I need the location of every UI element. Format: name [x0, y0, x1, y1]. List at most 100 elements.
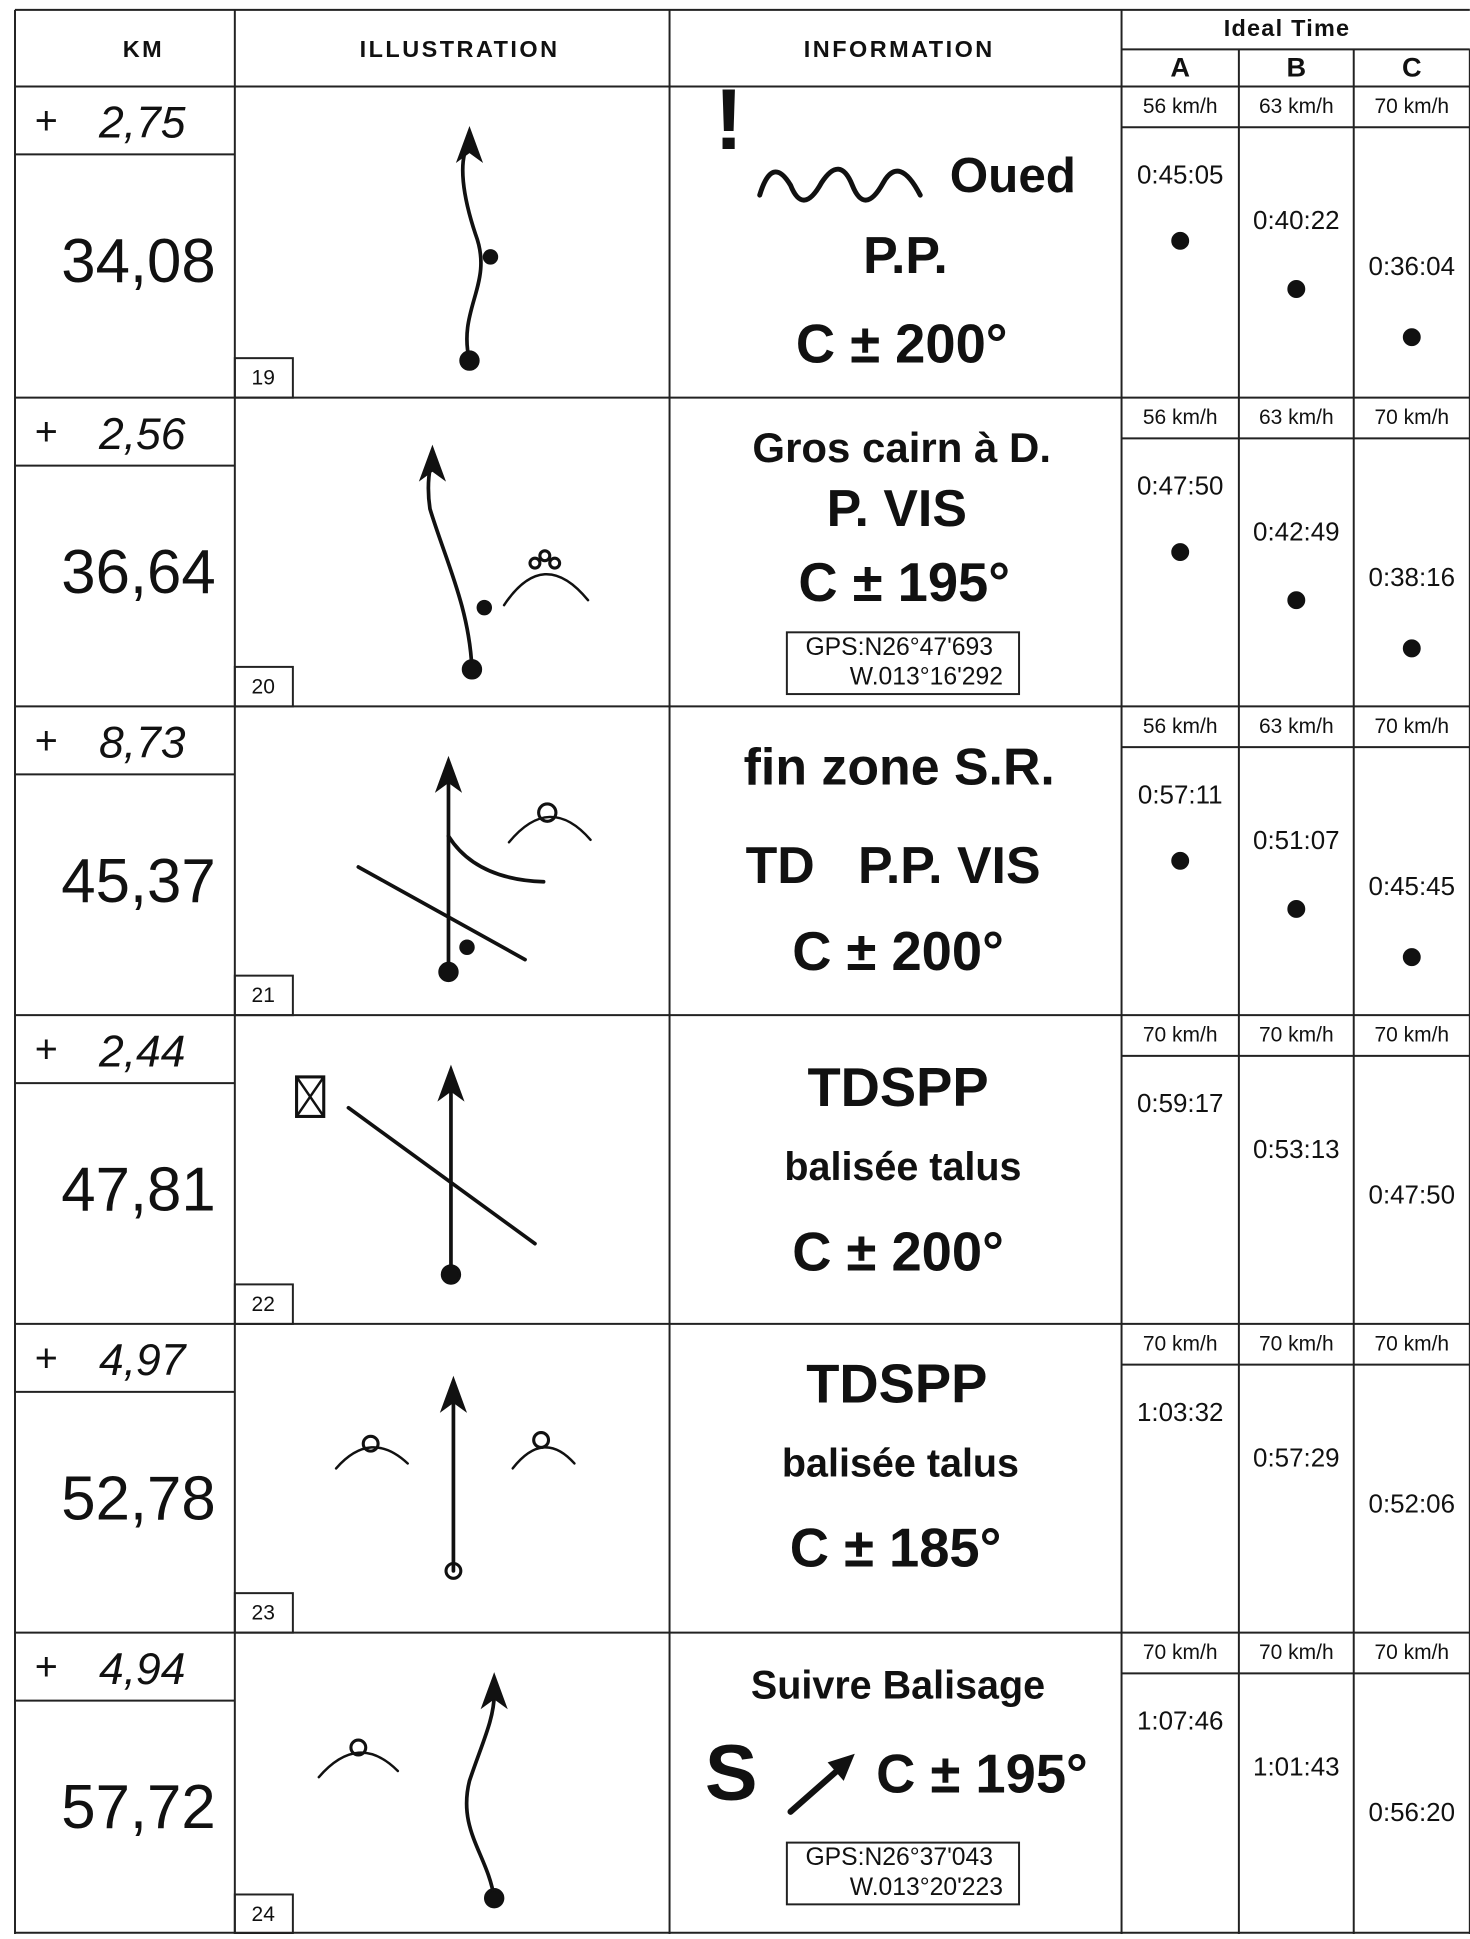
sketch-dot [1289, 282, 1304, 297]
ideal-time: 0:57:11 [1138, 781, 1223, 809]
info-line: Gros cairn à D. [752, 424, 1051, 471]
sketch-dot [1404, 330, 1419, 345]
speed: 70 km/h [1374, 1024, 1449, 1047]
plus: + [35, 99, 58, 143]
header-column: B [1286, 51, 1306, 82]
box-number: 21 [252, 984, 275, 1007]
plus: + [35, 1336, 58, 1380]
info-line: P.P. [863, 226, 948, 284]
sketch-dot [463, 661, 480, 678]
header-column: C [1402, 51, 1422, 82]
ideal-time: 1:07:46 [1137, 1708, 1224, 1736]
sketch [513, 1447, 575, 1468]
sketch [448, 836, 543, 882]
ideal-time: 0:45:45 [1369, 873, 1456, 901]
ideal-time: 0:40:22 [1253, 207, 1340, 235]
info-line: C ± 200° [796, 314, 1008, 375]
sketch-dot [1173, 853, 1188, 868]
partial-distance: 4,94 [99, 1645, 185, 1694]
sketch-dot [461, 352, 478, 369]
speed: 56 km/h [1143, 406, 1218, 429]
ideal-time: 0:51:07 [1253, 827, 1340, 855]
total-distance: 36,64 [61, 538, 216, 607]
header-ideal-time: Ideal Time [1224, 15, 1351, 41]
info-line: balisée talus [784, 1145, 1021, 1189]
sketch [297, 1077, 324, 1117]
sketch [467, 1694, 495, 1898]
total-distance: 57,72 [61, 1773, 216, 1842]
partial-distance: 2,56 [98, 410, 186, 459]
arrow-head [419, 445, 446, 482]
box-number: 20 [252, 675, 275, 698]
ideal-time: 0:52:06 [1369, 1490, 1456, 1518]
sketch-dot [534, 1433, 549, 1448]
header-information: INFORMATION [804, 36, 995, 62]
gps-line: GPS:N26°47'693 [805, 634, 993, 661]
sketch-dot [486, 1890, 503, 1907]
speed: 70 km/h [1259, 1641, 1334, 1664]
speed: 70 km/h [1374, 715, 1449, 738]
roadbook: KMILLUSTRATIONINFORMATIONIdeal TimeABC+2… [0, 0, 1470, 1934]
total-distance: 45,37 [61, 847, 216, 916]
sketch-dot [1404, 641, 1419, 656]
sketch [428, 459, 472, 669]
header-illustration: ILLUSTRATION [360, 36, 560, 62]
box-number: 23 [252, 1602, 275, 1625]
plus: + [35, 1645, 58, 1689]
ideal-time: 0:47:50 [1369, 1182, 1456, 1210]
sketch [760, 169, 921, 200]
info-line: C ± 200° [792, 921, 1004, 982]
info-line: Oued [950, 148, 1076, 203]
speed: 56 km/h [1143, 715, 1218, 738]
speed: 56 km/h [1143, 95, 1218, 118]
gps-line: GPS:N26°37'043 [805, 1844, 993, 1871]
partial-distance: 4,97 [99, 1336, 188, 1385]
sketch-dot [1404, 950, 1419, 965]
ideal-time: 0:56:20 [1369, 1799, 1456, 1827]
sketch-dot [440, 963, 457, 980]
ideal-time: 0:45:05 [1137, 161, 1224, 189]
info-line: C ± 195° [798, 552, 1010, 613]
sketch-dot [1173, 545, 1188, 560]
speed: 70 km/h [1259, 1024, 1334, 1047]
info-line: C ± 195° [876, 1744, 1088, 1805]
speed: 70 km/h [1374, 1332, 1449, 1355]
speed: 70 km/h [1143, 1332, 1218, 1355]
sketch-dot [363, 1436, 378, 1451]
speed: 63 km/h [1259, 406, 1334, 429]
row: +2,5636,6420Gros cairn à D.P. VISC ± 195… [15, 398, 1470, 707]
header-km: KM [123, 36, 164, 62]
sketch-dot [461, 941, 473, 953]
gps-line: W.013°20'223 [850, 1874, 1003, 1901]
info-line: ! [714, 72, 743, 168]
ideal-time: 0:38:16 [1369, 564, 1456, 592]
ideal-time: 0:42:49 [1253, 518, 1340, 546]
ideal-time: 0:53:13 [1253, 1136, 1340, 1164]
info-line: TDSPP [807, 1057, 988, 1118]
sketch [348, 1108, 534, 1244]
info-line: S [705, 1727, 758, 1816]
box-number: 22 [252, 1293, 275, 1316]
speed: 70 km/h [1143, 1024, 1218, 1047]
info-line: fin zone S.R. [744, 737, 1055, 795]
speed: 70 km/h [1374, 406, 1449, 429]
sketch-dot [530, 558, 540, 568]
arrow-head [456, 126, 483, 163]
box-number: 19 [252, 367, 275, 390]
ideal-time: 1:03:32 [1137, 1399, 1224, 1427]
ideal-time: 1:01:43 [1253, 1753, 1340, 1781]
sketch [791, 1766, 843, 1812]
total-distance: 34,08 [61, 227, 216, 296]
info-line: TDSPP [806, 1353, 987, 1414]
info-line: C ± 200° [792, 1221, 1004, 1282]
sketch-dot [1289, 593, 1304, 608]
speed: 70 km/h [1374, 1641, 1449, 1664]
sketch-dot [540, 551, 550, 561]
info-line: P. VIS [827, 479, 967, 537]
info-line: Suivre Balisage [751, 1664, 1045, 1708]
sketch-dot [442, 1266, 459, 1283]
